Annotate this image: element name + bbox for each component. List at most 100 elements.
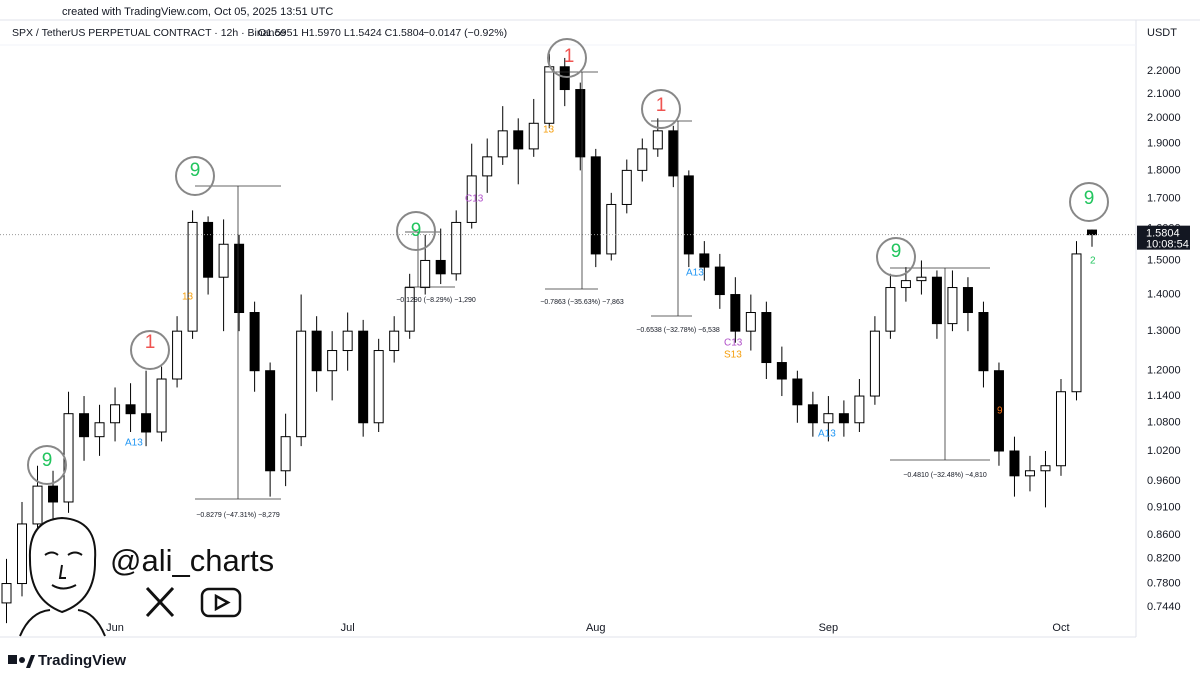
candle-body	[482, 156, 493, 177]
candle-body	[172, 330, 183, 380]
candle-body	[668, 130, 679, 177]
td-label: 1	[145, 332, 156, 353]
candle-body	[156, 378, 167, 433]
candle-body	[48, 485, 59, 503]
candle-body	[280, 436, 291, 472]
candle-body	[1024, 470, 1035, 477]
signal-label: A13	[686, 268, 704, 279]
x-tick-label: Sep	[819, 622, 839, 634]
candle-body	[761, 312, 772, 364]
candle-body	[311, 330, 322, 372]
candle-body	[296, 330, 307, 438]
candle-body	[652, 130, 663, 150]
candle-body	[621, 169, 632, 205]
candle-body	[249, 312, 260, 372]
avatar	[19, 516, 106, 637]
td-label: 1	[656, 95, 667, 116]
candle-body	[17, 523, 28, 585]
candle-body	[141, 413, 152, 433]
candle-body	[451, 221, 462, 275]
candle-body	[528, 122, 539, 150]
candle-body	[947, 287, 958, 325]
td-label: 9	[42, 450, 53, 471]
currency: USDT	[1147, 27, 1177, 39]
td-circles	[27, 38, 1109, 485]
candle-body	[885, 287, 896, 332]
candle-body	[1055, 391, 1066, 467]
candle-body	[327, 350, 338, 372]
td-label: 9	[1084, 188, 1095, 209]
y-tick-label: 2.2000	[1147, 65, 1181, 77]
signal-label: C13	[465, 194, 484, 205]
candle-body	[265, 370, 276, 472]
y-tick-label: 1.0200	[1147, 445, 1181, 457]
candle-body	[993, 370, 1004, 452]
td-label: 9	[411, 220, 422, 241]
candle-body	[1071, 253, 1082, 393]
td-label: 1	[564, 46, 575, 67]
y-tick-label: 0.7440	[1147, 601, 1181, 613]
candle-body	[916, 276, 927, 282]
candle-body	[823, 413, 834, 424]
y-tick-label: 0.9100	[1147, 501, 1181, 513]
candle-body	[637, 148, 648, 171]
candle-body	[1009, 450, 1020, 477]
measure-label: −0.4810 (−32.48%) −4,810	[903, 472, 987, 479]
candle-body	[110, 404, 121, 424]
candle-body	[854, 395, 865, 424]
candle-body	[373, 350, 384, 424]
measure-label: −0.7863 (−35.63%) −7,863	[540, 299, 624, 306]
candle-body	[931, 276, 942, 325]
candle-body	[1, 583, 12, 604]
brand-logo	[8, 655, 35, 668]
chart-title: created with TradingView.com, Oct 05, 20…	[62, 6, 333, 18]
y-tick-label: 1.1400	[1147, 390, 1181, 402]
candle-body	[79, 413, 90, 438]
y-tick-label: 1.9000	[1147, 138, 1181, 150]
x-tick-label: Oct	[1052, 622, 1069, 634]
plot-area	[0, 53, 1136, 624]
candle-body	[838, 413, 849, 424]
candle-body	[342, 330, 353, 352]
candle-body	[730, 294, 741, 332]
ohlc: O1.5951 H1.5970 L1.5424 C1.5804	[258, 27, 425, 39]
brand: TradingView	[38, 652, 126, 669]
change: −0.0147 (−0.92%)	[423, 27, 507, 39]
candle-body	[420, 259, 431, 289]
y-tick-label: 1.0800	[1147, 417, 1181, 429]
handle: @ali_charts	[110, 543, 274, 578]
last-price-box	[1137, 225, 1190, 250]
candle-body	[234, 243, 245, 314]
y-tick-label: 1.3000	[1147, 325, 1181, 337]
signal-label: 2	[1090, 256, 1096, 267]
candle-body	[776, 362, 787, 380]
annotations: 9 1 9 9 1 1 9 9 −0.8279 (−47.31%) −8,279…	[27, 38, 1109, 519]
candle-body	[94, 422, 105, 438]
candle-body	[404, 287, 415, 332]
signal-label: A13	[125, 438, 143, 449]
candle-body	[606, 203, 617, 255]
candle-body	[513, 130, 524, 150]
candle-body	[807, 404, 818, 424]
y-tick-label: 1.7000	[1147, 193, 1181, 205]
td-label: 9	[891, 241, 902, 262]
youtube-icon	[200, 587, 242, 618]
candle-body	[978, 312, 989, 372]
candle-body	[203, 221, 214, 278]
candle-body	[497, 130, 508, 158]
measure-label: −0.6538 (−32.78%) −6,538	[636, 327, 720, 334]
signal-label: S13	[724, 350, 742, 361]
candle-body	[575, 89, 586, 158]
candle-body	[435, 259, 446, 275]
candle-body	[745, 312, 756, 332]
last-price-label: 1.5804	[1146, 228, 1180, 240]
candle-body	[683, 175, 694, 255]
candle-body	[32, 485, 43, 525]
symbol: SPX / TetherUS PERPETUAL CONTRACT · 12h …	[12, 27, 286, 39]
candle-body	[218, 243, 229, 278]
td-label: 9	[190, 160, 201, 181]
candle-body	[544, 66, 555, 124]
x-tick-label: Jul	[341, 622, 355, 634]
y-tick-label: 1.2000	[1147, 365, 1181, 377]
